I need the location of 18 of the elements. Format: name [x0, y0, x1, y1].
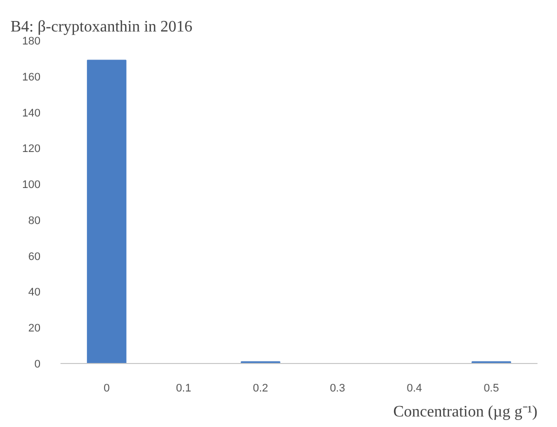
y-tick-label: 160 — [22, 71, 41, 84]
y-tick-label: 20 — [28, 322, 41, 335]
x-tick-label: 0 — [104, 382, 110, 394]
x-tick-label: 0.5 — [484, 382, 499, 394]
y-tick-label: 140 — [22, 107, 41, 120]
y-tick-label: 40 — [28, 286, 41, 299]
chart-title: B4: β-cryptoxanthin in 2016 — [10, 18, 192, 36]
y-tick-label: 0 — [34, 358, 41, 370]
x-tick-label: 0.2 — [252, 382, 268, 394]
x-tick-label: 0.3 — [330, 382, 346, 394]
y-tick-label: 180 — [22, 36, 41, 48]
y-tick-label: 120 — [22, 143, 41, 156]
x-axis-title: Concentration (µg g⁻¹) — [393, 404, 538, 420]
y-tick-label: 80 — [28, 214, 41, 227]
y-tick-label: 100 — [22, 179, 41, 192]
x-tick-label: 0.1 — [176, 382, 192, 394]
x-tick-label: 0.4 — [406, 382, 422, 394]
y-tick-label: 60 — [28, 250, 41, 263]
